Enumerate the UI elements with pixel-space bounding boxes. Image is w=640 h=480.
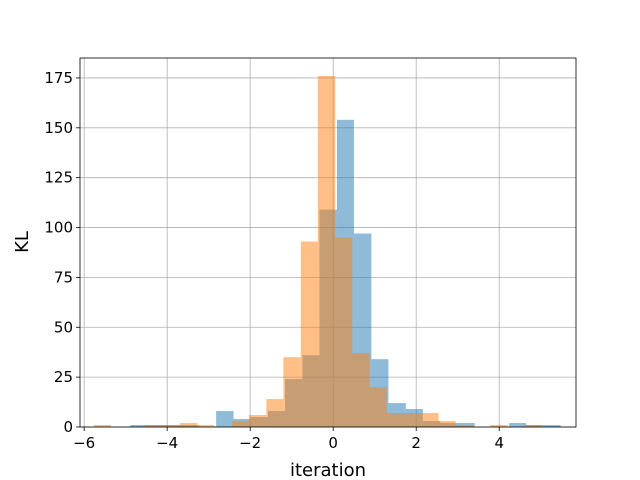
x-axis-label: iteration	[290, 460, 366, 480]
y-tick-label: 150	[44, 119, 73, 137]
histogram-bar-orange	[490, 425, 508, 427]
bars-layer	[94, 75, 561, 428]
y-tick-label: 175	[44, 69, 73, 87]
y-tick-label: 25	[54, 368, 73, 386]
histogram-bar-orange	[421, 413, 439, 427]
x-tick-label: 0	[328, 434, 338, 452]
x-tick-label: 2	[411, 434, 421, 452]
histogram-bar-blue	[216, 411, 234, 427]
histogram-bar-orange	[145, 425, 164, 427]
histogram-bar-orange	[231, 421, 249, 427]
histogram-bar-orange	[386, 413, 405, 427]
histogram-series-2	[94, 75, 542, 427]
histogram-bar-orange	[352, 353, 370, 427]
y-axis-label: KL	[12, 231, 33, 253]
x-tick-label: −6	[73, 434, 95, 452]
histogram-bar-orange	[180, 423, 198, 427]
x-tick-label: 4	[494, 434, 504, 452]
histogram-bar-orange	[369, 387, 387, 427]
y-tick-label: 0	[63, 418, 73, 436]
histogram-bar-orange	[404, 413, 422, 427]
histogram-bar-orange	[197, 425, 215, 427]
histogram-bar-orange	[283, 357, 301, 427]
histogram-bar-orange	[266, 399, 284, 427]
y-tick-label: 100	[44, 219, 73, 237]
histogram-bar-orange	[248, 415, 267, 427]
x-tick-label: −2	[239, 434, 261, 452]
y-tick-label: 125	[44, 169, 73, 187]
y-tick-label: 50	[54, 318, 73, 336]
histogram-bar-orange	[94, 425, 112, 427]
histogram-bar-orange	[300, 241, 318, 427]
plot-frame	[79, 57, 577, 428]
histogram-bar-orange	[524, 425, 542, 427]
histogram-bar-orange	[438, 421, 456, 427]
histogram-bar-blue	[130, 425, 148, 427]
y-tick-label: 75	[54, 268, 73, 286]
x-tick-label: −4	[156, 434, 178, 452]
histogram-bar-orange	[163, 425, 181, 427]
histogram-bar-blue	[543, 425, 561, 427]
histogram-bar-orange	[335, 237, 353, 427]
histogram-bar-blue	[509, 423, 527, 427]
histogram-bar-orange	[317, 75, 336, 427]
histogram-bar-orange	[455, 425, 474, 427]
ticks-layer: −6 −4 −2 0 2 4 0 25 50 75 100 125 150 175	[44, 69, 504, 452]
